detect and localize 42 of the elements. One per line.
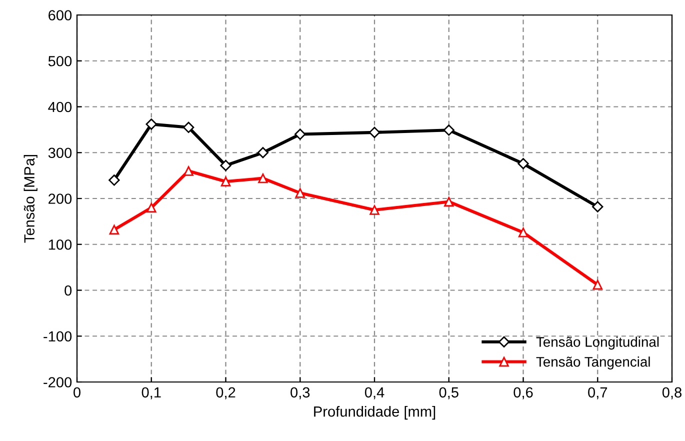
legend-label: Tensão Longitudinal — [536, 336, 659, 350]
y-tick-label: 200 — [48, 194, 72, 204]
point — [368, 126, 380, 138]
point — [258, 173, 268, 184]
point — [294, 128, 306, 140]
point — [370, 205, 380, 215]
point — [518, 228, 528, 238]
y-tick-label: -200 — [44, 377, 72, 388]
x-tick-label: 0,1 — [142, 387, 161, 400]
point — [295, 188, 305, 198]
x-tick-label: 0 — [74, 387, 80, 398]
point — [592, 280, 602, 290]
point — [220, 160, 232, 172]
point — [257, 147, 269, 158]
y-tick-label: 300 — [48, 148, 72, 158]
x-tick-label: 0,3 — [290, 387, 310, 400]
point — [220, 176, 231, 186]
point — [146, 118, 157, 130]
y-axis-title: Tensão [MPa] — [24, 154, 38, 243]
point — [182, 122, 194, 133]
legend-label: Tensão Tangencial — [536, 356, 650, 370]
x-tick-label: 0,5 — [439, 387, 458, 400]
y-tick-label: 500 — [48, 56, 72, 66]
point — [146, 202, 156, 213]
point — [109, 224, 120, 235]
x-tick-label: 0,8 — [662, 387, 682, 400]
x-tick-label: 0,4 — [364, 387, 384, 400]
x-tick-label: 0,7 — [588, 387, 608, 400]
point — [518, 158, 529, 170]
y-tick-label: 0 — [64, 285, 72, 296]
y-tick-label: 100 — [48, 239, 72, 250]
point — [443, 124, 454, 136]
x-axis-title: Profundidade [mm] — [314, 406, 436, 420]
y-tick-label: 600 — [48, 10, 72, 20]
point — [108, 174, 120, 186]
point — [444, 196, 454, 207]
y-tick-label: -100 — [44, 331, 72, 342]
point — [592, 201, 604, 212]
y-tick-label: 400 — [48, 102, 72, 112]
point — [184, 166, 194, 176]
x-tick-label: 0,6 — [514, 387, 533, 400]
x-tick-label: 0,2 — [216, 387, 236, 400]
